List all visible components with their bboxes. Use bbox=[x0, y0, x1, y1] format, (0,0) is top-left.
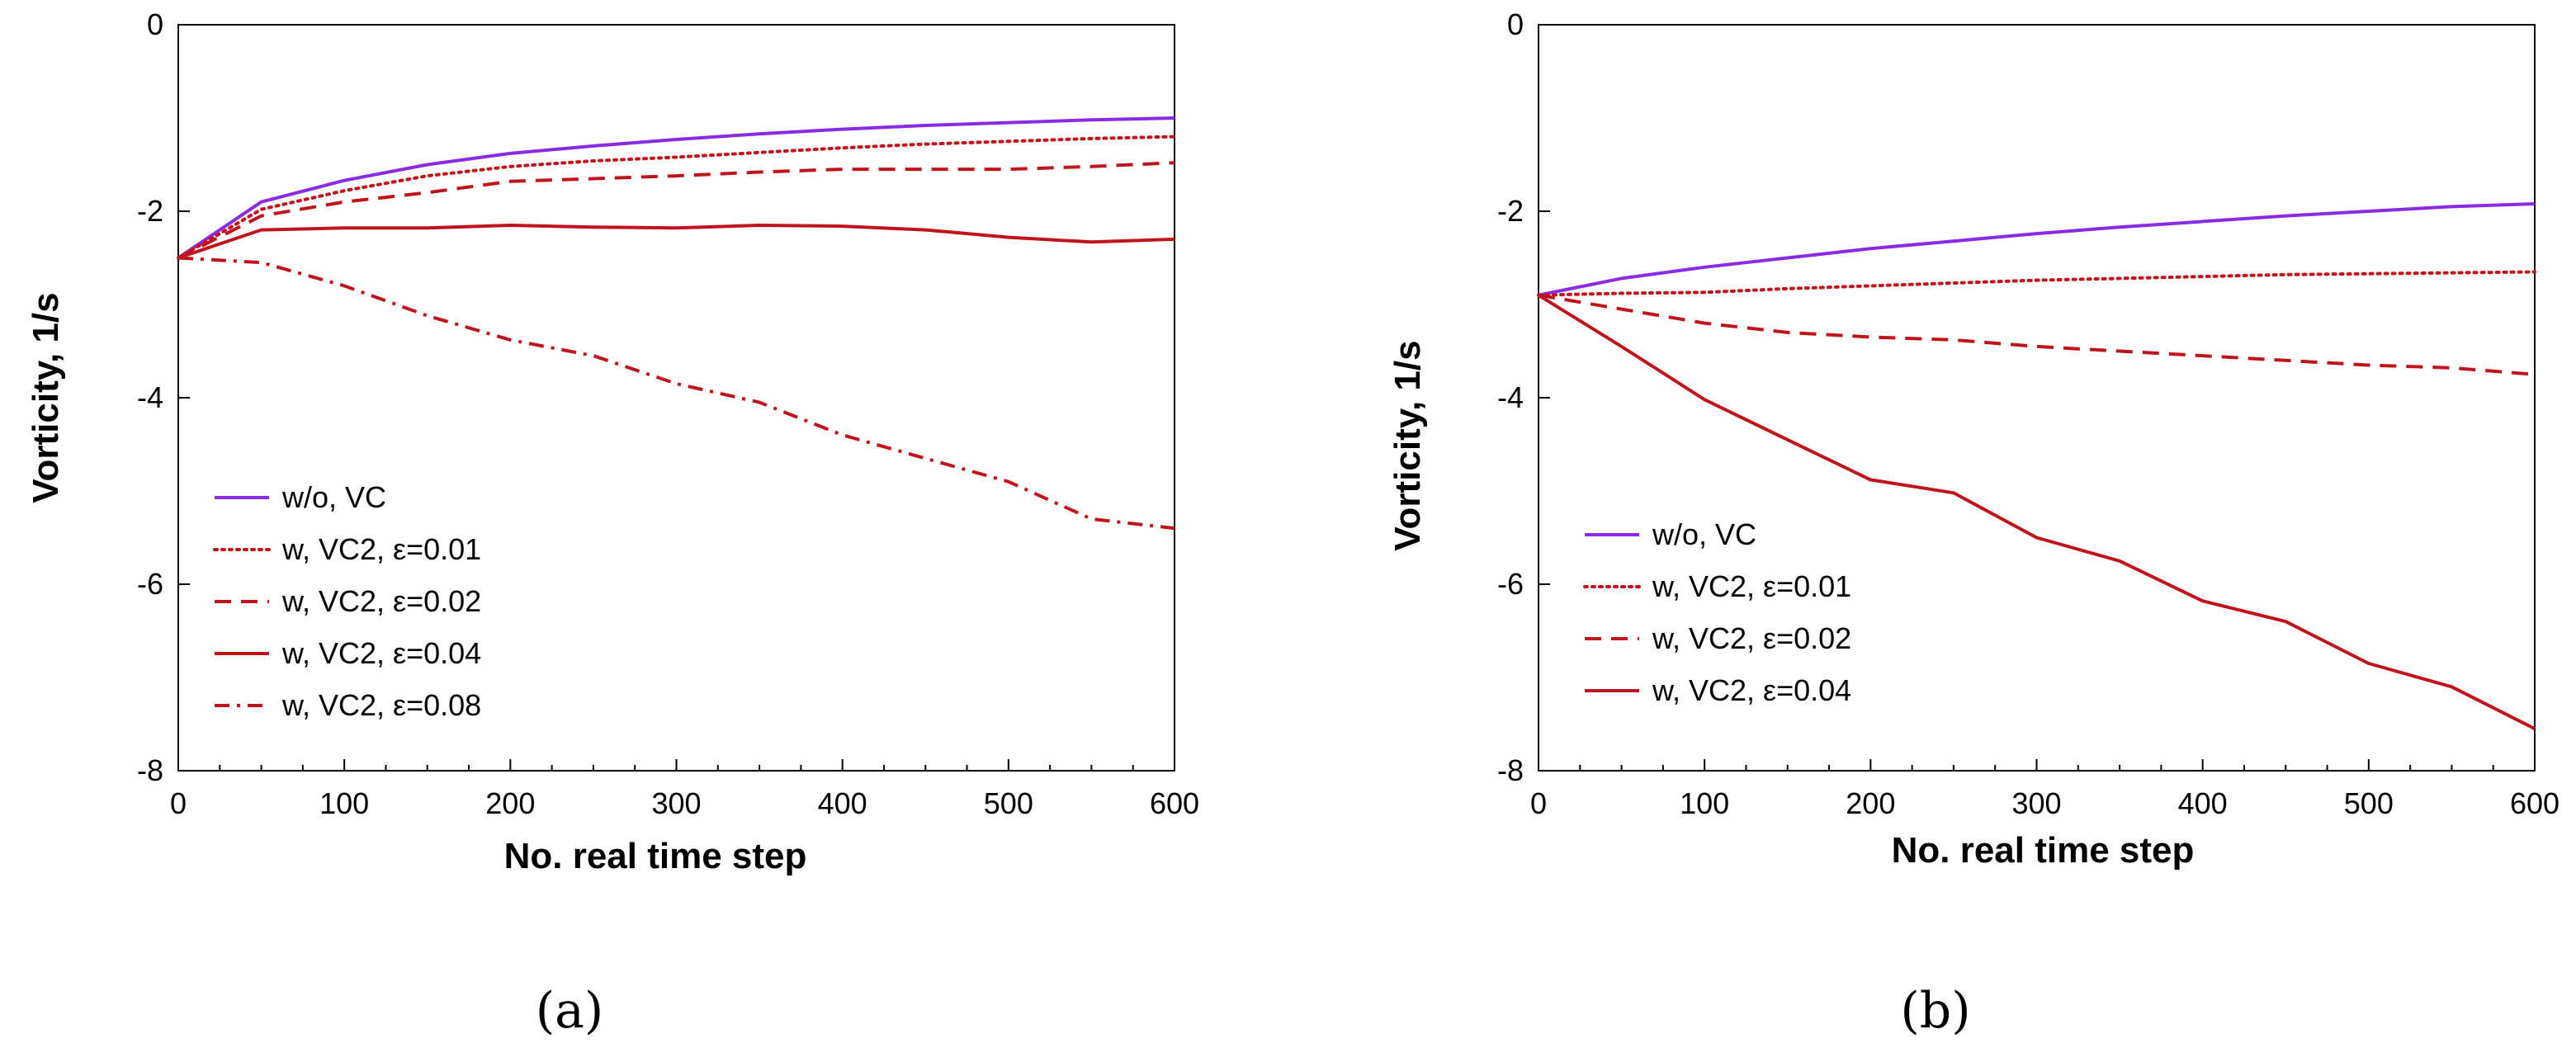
x-tick-label: 100 bbox=[1680, 786, 1729, 820]
x-tick-label: 500 bbox=[984, 786, 1033, 820]
x-axis-ticks: 0 100 200 300 400 500 600 bbox=[1530, 759, 2559, 820]
legend: w/o, VC w, VC2, ε=0.01 w, VC2, ε=0.02 w, VC… bbox=[213, 480, 481, 722]
y-tick-label: -8 bbox=[137, 753, 163, 787]
legend-label-2: w, VC2, ε=0.01 bbox=[1652, 569, 1851, 603]
y-axis-title: Vorticity, 1/s bbox=[1387, 340, 1428, 550]
series-line-3 bbox=[177, 161, 1175, 260]
x-tick-label: 600 bbox=[2510, 786, 2559, 820]
series-line-1 bbox=[177, 116, 1175, 260]
series-layer bbox=[177, 116, 1176, 531]
y-tick-label: 0 bbox=[147, 7, 163, 41]
plot-area-frame bbox=[1538, 24, 2536, 772]
series-layer bbox=[1537, 202, 2536, 730]
y-tick-label: -6 bbox=[137, 567, 163, 601]
y-tick-label: -4 bbox=[137, 380, 163, 414]
legend-label-5: w, VC2, ε=0.08 bbox=[281, 688, 481, 722]
x-axis-title: No. real time step bbox=[1892, 830, 2195, 871]
legend-label-4: w, VC2, ε=0.04 bbox=[1652, 673, 1851, 707]
panel-label-b: (b) bbox=[1900, 982, 1970, 1040]
y-tick-label: -6 bbox=[1497, 567, 1524, 601]
y-axis-title: Vorticity, 1/s bbox=[26, 292, 66, 503]
y-tick-label: 0 bbox=[1507, 7, 1524, 41]
x-tick-label: 200 bbox=[485, 786, 535, 820]
x-tick-label: 300 bbox=[2011, 786, 2061, 820]
y-tick-label: -2 bbox=[1497, 194, 1524, 228]
series-line-4 bbox=[177, 224, 1175, 260]
series-line-3 bbox=[1538, 293, 2536, 376]
x-tick-label: 0 bbox=[1530, 786, 1547, 820]
series-line-2 bbox=[177, 135, 1176, 260]
x-tick-label: 100 bbox=[319, 786, 369, 820]
y-tick-label: -2 bbox=[137, 194, 163, 228]
series-line-2 bbox=[1537, 270, 2536, 297]
series-line-1 bbox=[1538, 202, 2536, 297]
panel-label-a: (a) bbox=[536, 982, 604, 1040]
chart-panel-a: 0 100 200 300 400 500 600 0 -2 -4 -6 -8 w/o, VC w, … bbox=[26, 7, 1199, 1040]
legend: w/o, VC w, VC2, ε=0.01 w, VC2, ε=0.02 w, VC… bbox=[1583, 517, 1851, 707]
x-tick-label: 200 bbox=[1846, 786, 1895, 820]
series-line-5 bbox=[177, 256, 1175, 531]
legend-label-3: w, VC2, ε=0.02 bbox=[1652, 621, 1851, 655]
series-line-4 bbox=[1537, 293, 2536, 730]
x-tick-label: 600 bbox=[1150, 786, 1199, 820]
legend-label-3: w, VC2, ε=0.02 bbox=[281, 584, 481, 618]
y-tick-label: -8 bbox=[1497, 753, 1524, 787]
x-axis-ticks: 0 100 200 300 400 500 600 bbox=[170, 759, 1199, 820]
y-tick-label: -4 bbox=[1497, 380, 1524, 414]
chart-panel-b: 0 100 200 300 400 500 600 0 -2 -4 -6 -8 w/o, VC w, … bbox=[1387, 7, 2559, 1040]
y-axis-ticks: 0 -2 -4 -6 -8 bbox=[1497, 7, 1550, 787]
x-tick-label: 0 bbox=[170, 786, 187, 820]
x-tick-label: 300 bbox=[651, 786, 701, 820]
legend-label-1: w/o, VC bbox=[281, 480, 386, 514]
x-tick-label: 400 bbox=[818, 786, 867, 820]
y-axis-ticks: 0 -2 -4 -6 -8 bbox=[137, 7, 190, 787]
legend-label-2: w, VC2, ε=0.01 bbox=[281, 532, 481, 566]
x-tick-label: 400 bbox=[2178, 786, 2228, 820]
x-tick-label: 500 bbox=[2344, 786, 2394, 820]
legend-label-1: w/o, VC bbox=[1652, 517, 1756, 551]
legend-label-4: w, VC2, ε=0.04 bbox=[281, 636, 481, 670]
x-axis-title: No. real time step bbox=[504, 836, 807, 876]
